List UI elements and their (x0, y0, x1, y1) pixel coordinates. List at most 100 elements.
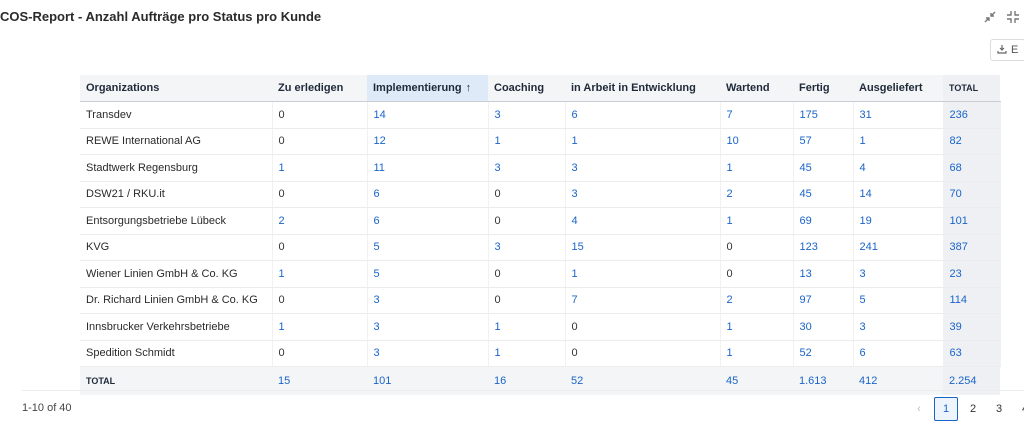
count-cell[interactable]: 69 (793, 207, 854, 235)
count-cell[interactable]: 7 (565, 287, 721, 314)
count-cell[interactable]: 45 (793, 154, 854, 182)
pagination-page-2[interactable]: 2 (969, 403, 977, 415)
count-cell[interactable]: 1 (272, 313, 368, 341)
fullscreen-exit-icon[interactable] (1005, 9, 1021, 25)
count-cell[interactable]: 2 (720, 181, 794, 208)
table-row: Stadtwerk Regensburg 1 11 3 3 1 45 4 68 (80, 154, 1001, 182)
row-total-cell[interactable]: 387 (943, 234, 1001, 261)
count-cell: 0 (565, 340, 721, 367)
count-cell[interactable]: 1 (488, 340, 566, 367)
count-cell[interactable]: 3 (488, 101, 566, 129)
sort-ascending-icon[interactable]: ↑ (465, 82, 472, 94)
row-total-cell[interactable]: 63 (943, 340, 1001, 367)
table-row: Entsorgungsbetriebe Lübeck 2 6 0 4 1 69 19 101 (80, 207, 1001, 235)
count-cell[interactable]: 45 (793, 181, 854, 208)
count-cell[interactable]: 1 (565, 128, 721, 155)
count-cell[interactable]: 1 (720, 313, 794, 341)
row-total-cell[interactable]: 82 (943, 128, 1001, 155)
column-header-zu-erledigen[interactable]: Zu erledigen (272, 75, 367, 102)
pagination-page-1[interactable]: 1 (934, 397, 958, 421)
count-cell[interactable]: 19 (853, 207, 944, 235)
count-cell[interactable]: 1 (720, 340, 794, 367)
count-cell: 0 (488, 287, 566, 314)
count-cell[interactable]: 4 (853, 154, 944, 182)
report-table-container: Organizations Zu erledigen Implementieru… (80, 75, 1001, 395)
count-cell[interactable]: 123 (793, 234, 854, 261)
count-cell[interactable]: 2 (272, 207, 368, 235)
count-cell[interactable]: 15 (565, 234, 721, 261)
column-header-organizations[interactable]: Organizations (80, 75, 272, 102)
count-cell[interactable]: 12 (367, 128, 489, 155)
table-row: Spedition Schmidt 0 3 1 0 1 52 6 63 (80, 340, 1001, 367)
count-cell[interactable]: 3 (565, 154, 721, 182)
count-cell[interactable]: 5 (853, 287, 944, 314)
count-cell[interactable]: 31 (853, 101, 944, 129)
row-total-cell[interactable]: 39 (943, 313, 1001, 341)
column-header-implementierung[interactable]: Implementierung ↑ (367, 75, 488, 102)
count-cell[interactable]: 1 (488, 313, 566, 341)
count-cell: 0 (272, 340, 368, 367)
count-cell[interactable]: 5 (367, 260, 489, 288)
organization-name: Transdev (80, 101, 273, 129)
count-cell[interactable]: 3 (488, 154, 566, 182)
count-cell[interactable]: 1 (272, 260, 368, 288)
count-cell[interactable]: 1 (488, 128, 566, 155)
row-total-cell[interactable]: 101 (943, 207, 1001, 235)
export-button[interactable]: E (990, 39, 1024, 61)
count-cell[interactable]: 175 (793, 101, 854, 129)
count-cell[interactable]: 1 (853, 128, 944, 155)
collapse-icon[interactable] (982, 9, 998, 25)
count-cell[interactable]: 7 (720, 101, 794, 129)
column-header-coaching[interactable]: Coaching (488, 75, 565, 102)
count-cell[interactable]: 1 (272, 154, 368, 182)
organization-name: Stadtwerk Regensburg (80, 154, 273, 182)
count-cell[interactable]: 1 (720, 207, 794, 235)
column-header-ausgeliefert[interactable]: Ausgeliefert (853, 75, 943, 102)
count-cell[interactable]: 6 (367, 207, 489, 235)
count-cell[interactable]: 3 (367, 313, 489, 341)
organization-name: REWE International AG (80, 128, 273, 155)
count-cell[interactable]: 52 (793, 340, 854, 367)
count-cell[interactable]: 1 (720, 154, 794, 182)
count-cell[interactable]: 6 (565, 101, 721, 129)
count-cell[interactable]: 3 (367, 287, 489, 314)
count-cell[interactable]: 30 (793, 313, 854, 341)
row-total-cell[interactable]: 68 (943, 154, 1001, 182)
column-header-total[interactable]: TOTAL (943, 75, 1000, 102)
count-cell[interactable]: 3 (853, 260, 944, 288)
count-cell[interactable]: 1 (565, 260, 721, 288)
count-cell: 0 (272, 128, 368, 155)
table-row: Transdev 0 14 3 6 7 175 31 236 (80, 101, 1001, 129)
column-header-in-arbeit[interactable]: in Arbeit in Entwicklung (565, 75, 720, 102)
table-row: KVG 0 5 3 15 0 123 241 387 (80, 234, 1001, 261)
row-total-cell[interactable]: 70 (943, 181, 1001, 208)
column-header-fertig[interactable]: Fertig (793, 75, 853, 102)
column-header-label: Implementierung (373, 82, 462, 94)
column-header-wartend[interactable]: Wartend (720, 75, 793, 102)
count-cell[interactable]: 5 (367, 234, 489, 261)
row-total-cell[interactable]: 114 (943, 287, 1001, 314)
pagination-page-3[interactable]: 3 (995, 403, 1003, 415)
count-cell[interactable]: 13 (793, 260, 854, 288)
count-cell[interactable]: 4 (565, 207, 721, 235)
count-cell[interactable]: 10 (720, 128, 794, 155)
count-cell[interactable]: 3 (367, 340, 489, 367)
count-cell: 0 (272, 101, 368, 129)
count-cell[interactable]: 6 (853, 340, 944, 367)
count-cell: 0 (272, 181, 368, 208)
count-cell[interactable]: 97 (793, 287, 854, 314)
count-cell[interactable]: 6 (367, 181, 489, 208)
count-cell[interactable]: 11 (367, 154, 489, 182)
count-cell[interactable]: 2 (720, 287, 794, 314)
count-cell[interactable]: 3 (488, 234, 566, 261)
count-cell[interactable]: 14 (853, 181, 944, 208)
count-cell[interactable]: 57 (793, 128, 854, 155)
count-cell[interactable]: 3 (565, 181, 721, 208)
count-cell[interactable]: 3 (853, 313, 944, 341)
pagination-prev-button[interactable]: ‹ (917, 403, 921, 415)
count-cell[interactable]: 241 (853, 234, 944, 261)
count-cell[interactable]: 14 (367, 101, 489, 129)
row-total-cell[interactable]: 236 (943, 101, 1001, 129)
row-total-cell[interactable]: 23 (943, 260, 1001, 288)
pagination-page-4[interactable]: 4 (1014, 398, 1024, 420)
